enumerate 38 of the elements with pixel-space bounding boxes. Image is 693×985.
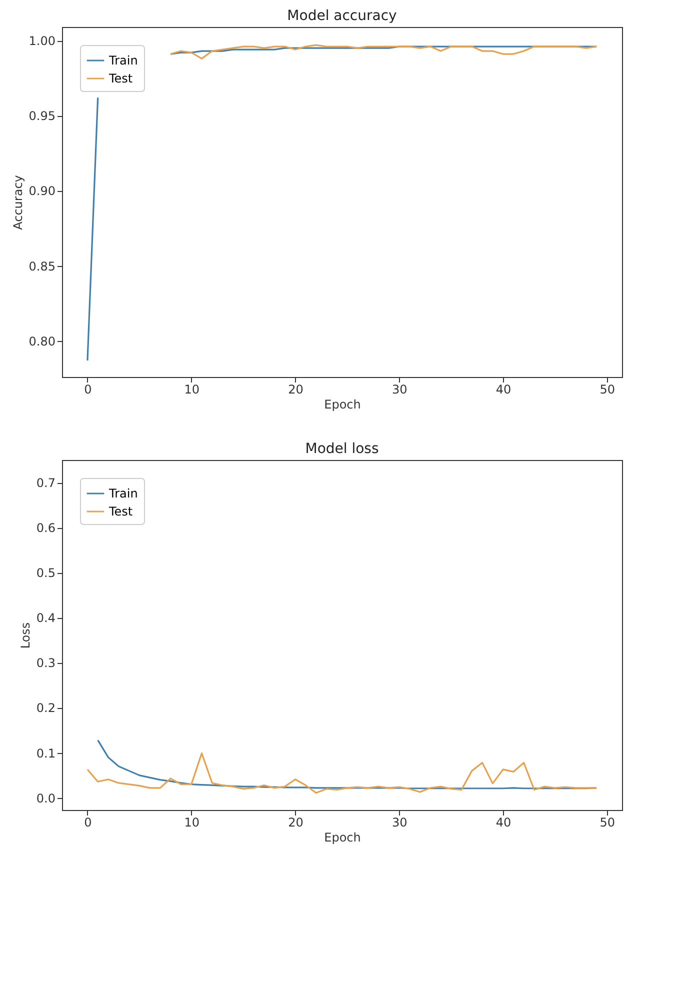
x-tick-label: 40 xyxy=(496,382,512,396)
x-tick-label: 50 xyxy=(600,382,616,396)
x-axis-title: Epoch xyxy=(324,830,361,844)
x-tick-label: 20 xyxy=(288,816,304,830)
y-tick-label: 0.3 xyxy=(36,656,56,670)
y-tick-label: 0.2 xyxy=(36,701,56,716)
legend-label: Train xyxy=(108,54,138,68)
y-tick-label: 0.95 xyxy=(28,109,56,124)
line-series xyxy=(170,44,598,60)
y-tick-label: 0.1 xyxy=(36,746,56,760)
x-tick-label: 20 xyxy=(288,382,304,396)
y-tick-label: 1.00 xyxy=(28,34,56,48)
y-tick-label: 0.90 xyxy=(28,184,56,198)
x-tick-label: 10 xyxy=(184,382,200,396)
y-tick-label: 0.85 xyxy=(28,259,56,274)
line-series xyxy=(97,739,598,790)
line-series xyxy=(86,752,598,794)
y-axis-title: Accuracy xyxy=(10,175,25,230)
x-tick-label: 0 xyxy=(84,382,92,396)
y-tick-label: 0.0 xyxy=(36,791,56,806)
y-axis-title: Loss xyxy=(18,622,32,649)
y-tick-label: 0.6 xyxy=(36,521,56,536)
legend-label: Test xyxy=(108,72,133,86)
x-tick-label: 0 xyxy=(84,816,92,830)
chart-title: Model loss xyxy=(305,441,379,457)
legend-label: Test xyxy=(108,504,133,518)
y-tick-label: 0.80 xyxy=(28,334,56,348)
x-tick-label: 30 xyxy=(392,382,408,396)
y-tick-label: 0.5 xyxy=(36,566,56,580)
y-tick-label: 0.7 xyxy=(36,476,56,490)
chart-title: Model accuracy xyxy=(287,8,397,24)
y-tick-label: 0.4 xyxy=(36,611,56,626)
x-tick-label: 40 xyxy=(496,816,512,830)
legend-label: Train xyxy=(108,486,138,500)
x-axis-title: Epoch xyxy=(324,398,361,412)
x-tick-label: 50 xyxy=(600,816,616,830)
x-tick-label: 10 xyxy=(184,816,200,830)
x-tick-label: 30 xyxy=(392,816,408,830)
